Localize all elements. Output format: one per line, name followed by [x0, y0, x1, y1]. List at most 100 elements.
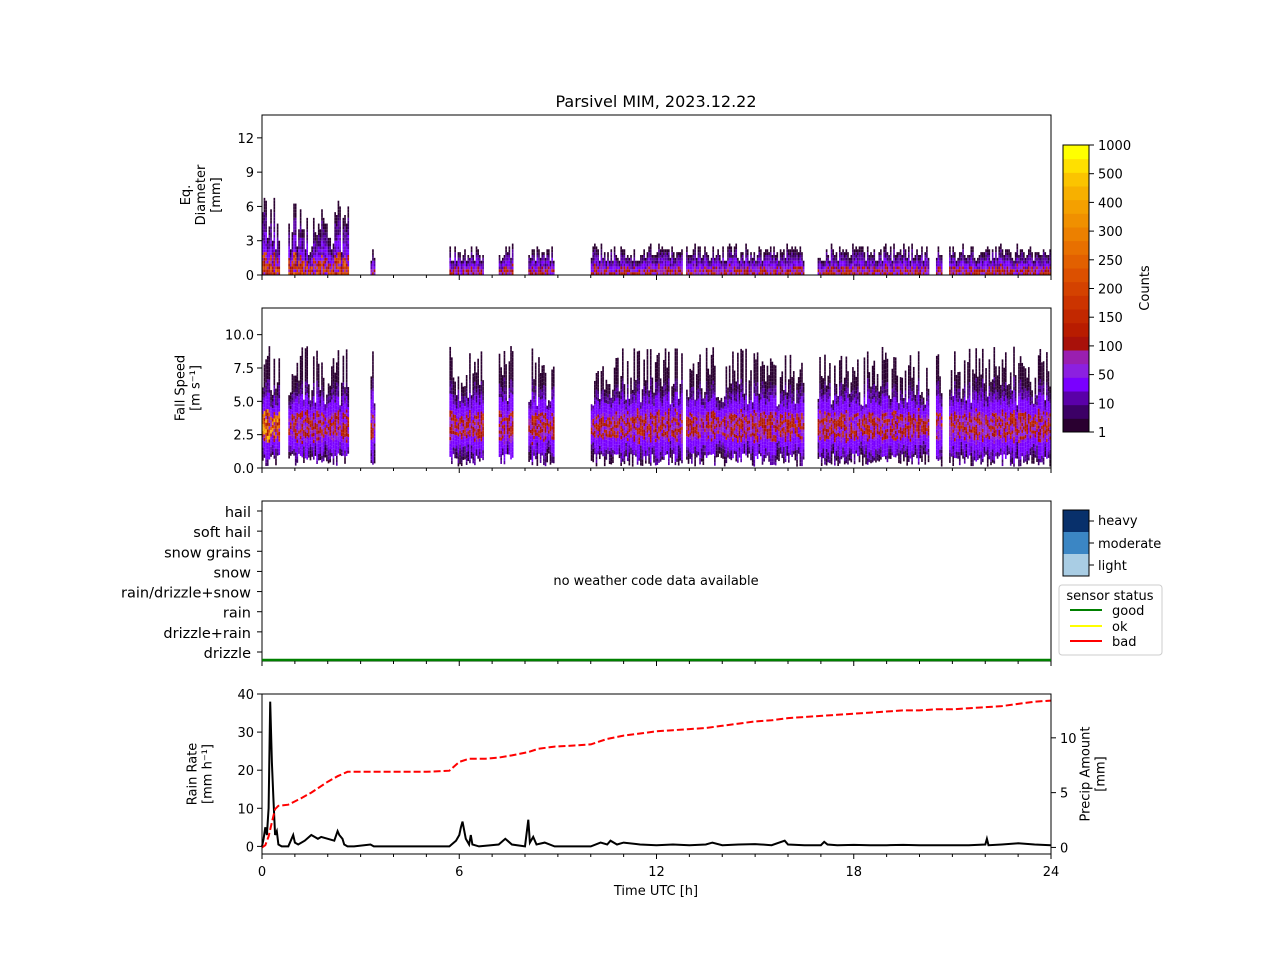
heatmap-cell [878, 260, 881, 264]
heatmap-cell [797, 266, 800, 270]
heatmap-cell [299, 409, 302, 413]
heatmap-cell [271, 263, 274, 267]
heatmap-cell [534, 266, 537, 270]
heatmap-cell [334, 226, 336, 230]
heatmap-cell [1006, 260, 1009, 264]
heatmap-cell [750, 269, 752, 273]
heatmap-cell [679, 266, 682, 270]
heatmap-cell [469, 406, 471, 410]
heatmap-cell [546, 255, 549, 258]
heatmap-cell [594, 266, 596, 270]
heatmap-cell [1011, 260, 1014, 264]
heatmap-cell [268, 263, 271, 267]
heatmap-cell [335, 375, 338, 380]
heatmap-cell [263, 434, 266, 438]
heatmap-cell [883, 252, 885, 255]
heatmap-cell [769, 263, 772, 267]
heatmap-cell [312, 252, 315, 255]
heatmap-cell [903, 252, 905, 255]
heatmap-cell [1029, 263, 1032, 267]
heatmap-cell [449, 360, 452, 364]
heatmap-cell [342, 223, 345, 227]
heatmap-cell [293, 229, 295, 233]
heatmap-cell [911, 252, 913, 255]
heatmap-cell [324, 450, 327, 455]
heatmap-cell [278, 361, 281, 365]
heatmap-cell [276, 438, 279, 443]
heatmap-cell [600, 257, 603, 261]
heatmap-cell [926, 266, 928, 270]
heatmap-cell [799, 252, 802, 255]
heatmap-cell [967, 269, 969, 273]
y-axis-label-line: Diameter [194, 164, 209, 225]
heatmap-cell [298, 390, 300, 394]
heatmap-cell [326, 240, 328, 244]
heatmap-cell [1041, 272, 1043, 275]
heatmap-cell [592, 260, 595, 264]
heatmap-cell [464, 263, 466, 267]
heatmap-cell [331, 396, 333, 400]
heatmap-cell [917, 255, 920, 258]
heatmap-cell [771, 269, 774, 273]
heatmap-cell [319, 235, 322, 238]
heatmap-cell [342, 419, 345, 423]
heatmap-cell [304, 348, 307, 352]
heatmap-cell [457, 393, 460, 397]
heatmap-cell [845, 272, 848, 275]
heatmap-cell [610, 269, 613, 273]
heatmap-cell [262, 444, 264, 448]
heatmap-cell [741, 255, 744, 258]
heatmap-cell [319, 443, 322, 447]
heatmap-cell [464, 386, 466, 390]
heatmap-cell [294, 375, 297, 379]
heatmap-cell [674, 272, 677, 275]
heatmap-cell [294, 398, 297, 403]
heatmap-cell [773, 272, 775, 275]
heatmap-cell [319, 393, 322, 397]
heatmap-cell [294, 445, 297, 449]
heatmap-cell [791, 263, 793, 267]
heatmap-cell [263, 387, 266, 392]
heatmap-cell [321, 220, 323, 224]
heatmap-cell [1013, 260, 1015, 264]
heatmap-cell [618, 269, 621, 273]
heatmap-cell [344, 407, 346, 411]
heatmap-cell [727, 263, 729, 267]
heatmap-cell [1023, 263, 1025, 267]
heatmap-cell [321, 252, 323, 255]
heatmap-cell [332, 364, 335, 369]
heatmap-cell [1027, 263, 1030, 267]
heatmap-cell [717, 266, 719, 270]
heatmap-cell [370, 419, 373, 424]
heatmap-cell [344, 217, 346, 221]
heatmap-cell [299, 379, 302, 383]
heatmap-cell [889, 252, 892, 255]
heatmap-cell [533, 260, 535, 264]
heatmap-cell [322, 260, 325, 264]
heatmap-cell [1001, 249, 1004, 253]
heatmap-cell [293, 378, 295, 383]
heatmap-cell [1027, 266, 1030, 270]
heatmap-cell [324, 447, 327, 451]
heatmap-cell [317, 420, 320, 424]
heatmap-cell [552, 272, 555, 275]
heatmap-cell [474, 388, 476, 392]
heatmap-cell [334, 263, 336, 267]
heatmap-cell [791, 269, 793, 273]
heatmap-cell [914, 263, 917, 267]
heatmap-cell [511, 249, 514, 253]
heatmap-cell [337, 410, 340, 414]
heatmap-cell [927, 260, 930, 264]
heatmap-cell [331, 442, 333, 447]
heatmap-cell [301, 377, 304, 381]
heatmap-cell [621, 249, 624, 253]
heatmap-cell [538, 263, 540, 267]
heatmap-cell [996, 266, 999, 270]
heatmap-cell [454, 414, 456, 419]
heatmap-cell [597, 252, 599, 255]
heatmap-cell [337, 209, 340, 213]
heatmap-cell [855, 252, 858, 255]
heatmap-cell [289, 452, 292, 456]
heatmap-cell [266, 462, 269, 466]
heatmap-cell [312, 449, 315, 453]
